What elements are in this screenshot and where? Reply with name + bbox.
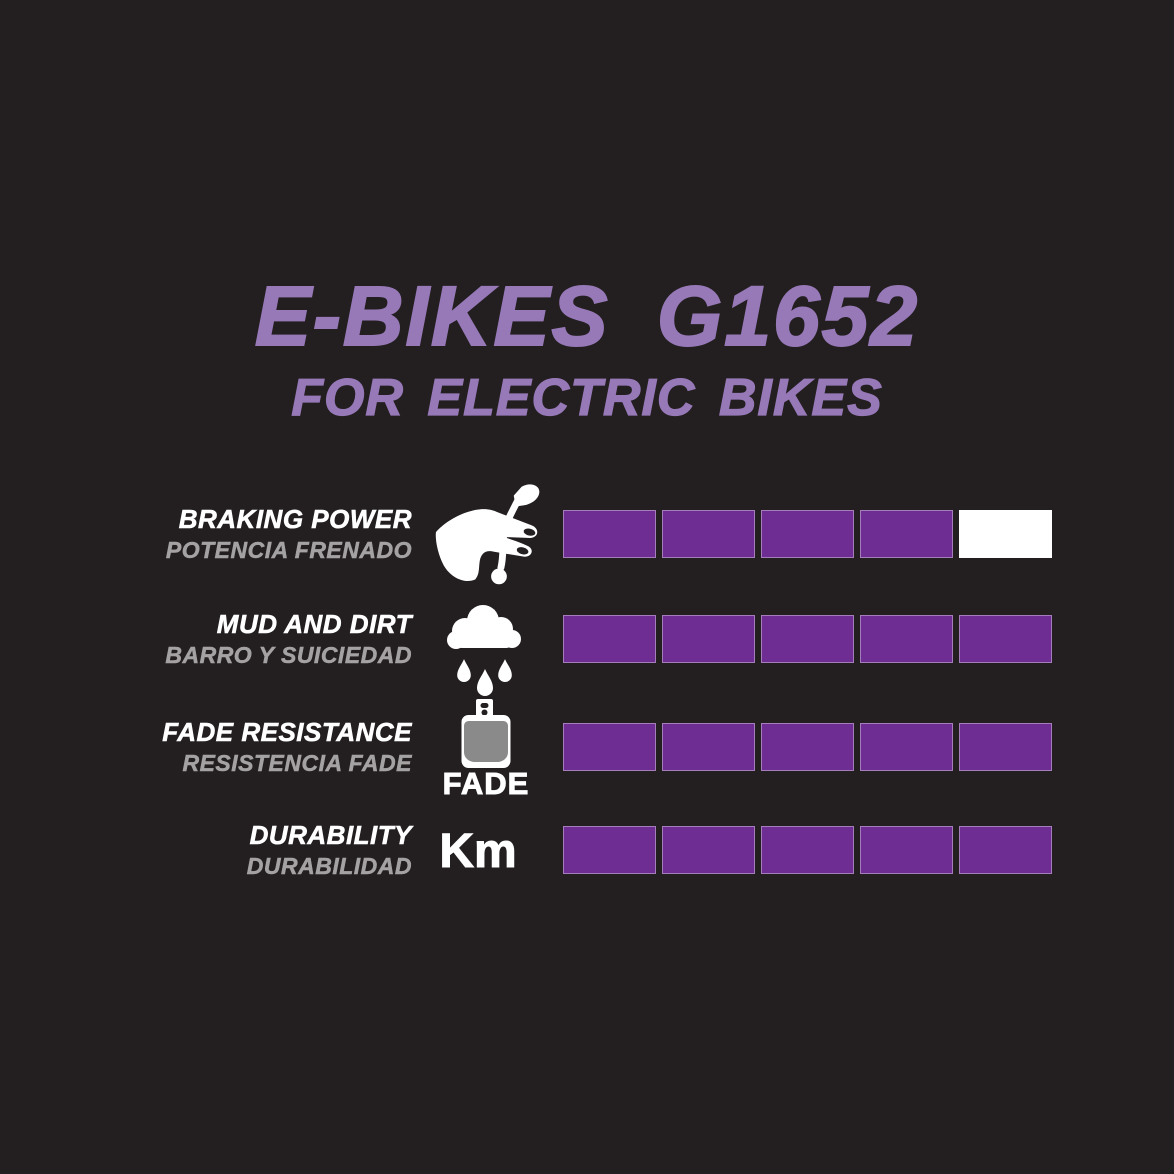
rating-cell-filled xyxy=(662,615,755,663)
page-subtitle: FOR ELECTRIC BIKES xyxy=(291,369,883,427)
row-labels: BRAKING POWER POTENCIA FRENADO xyxy=(166,503,412,566)
row-label-es: DURABILIDAD xyxy=(246,853,412,880)
brake-lever-hand-icon xyxy=(433,482,561,594)
rating-cell-filled xyxy=(959,723,1052,771)
rain-cloud-icon xyxy=(443,599,528,701)
rating-cell-empty xyxy=(959,510,1052,558)
row-labels: DURABILITY DURABILIDAD xyxy=(247,819,412,882)
row-label-en: BRAKING POWER xyxy=(178,504,412,535)
rating-cell-filled xyxy=(860,826,953,874)
rating-cell-filled xyxy=(563,510,656,558)
rating-row-braking-power: BRAKING POWER POTENCIA FRENADO xyxy=(0,484,1174,585)
rating-cell-filled xyxy=(860,723,953,771)
rating-cell-filled xyxy=(959,826,1052,874)
rating-cell-filled xyxy=(860,510,953,558)
rating-bars-braking-power xyxy=(563,510,1052,558)
row-label-en: FADE RESISTANCE xyxy=(162,717,412,748)
row-labels: FADE RESISTANCE RESISTENCIA FADE xyxy=(162,716,412,779)
rating-cell-filled xyxy=(662,723,755,771)
brake-pad-fade-icon xyxy=(461,699,511,769)
row-label-en: DURABILITY xyxy=(249,820,412,851)
km-icon: Km xyxy=(439,825,517,878)
row-label-es: POTENCIA FRENADO xyxy=(165,537,412,564)
rating-cell-filled xyxy=(563,615,656,663)
rating-cell-filled xyxy=(563,723,656,771)
rating-cell-filled xyxy=(761,510,854,558)
rating-bars-fade-resistance xyxy=(563,723,1052,771)
rating-cell-filled xyxy=(563,826,656,874)
row-labels: MUD AND DIRT BARRO Y SUICIEDAD xyxy=(165,608,412,671)
rating-cell-filled xyxy=(662,826,755,874)
rating-bars-durability xyxy=(563,826,1052,874)
fade-icon-caption: FADE xyxy=(442,766,530,801)
rating-cell-filled xyxy=(761,826,854,874)
rating-row-mud-and-dirt: MUD AND DIRT BARRO Y SUICIEDAD xyxy=(0,605,1174,696)
rating-cell-filled xyxy=(761,615,854,663)
rating-row-fade-resistance: FADE RESISTANCE RESISTENCIA FADE FADE xyxy=(0,699,1174,801)
rating-cell-filled xyxy=(662,510,755,558)
row-label-es: RESISTENCIA FADE xyxy=(182,750,412,777)
rating-cell-filled xyxy=(959,615,1052,663)
row-label-en: MUD AND DIRT xyxy=(216,609,412,640)
page-title: E-BIKES G1652 xyxy=(254,269,920,363)
rating-row-durability: DURABILITY DURABILIDAD Km xyxy=(0,820,1174,879)
rating-cell-filled xyxy=(761,723,854,771)
rating-bars-mud-and-dirt xyxy=(563,615,1052,663)
row-label-es: BARRO Y SUICIEDAD xyxy=(165,642,412,669)
rating-cell-filled xyxy=(860,615,953,663)
